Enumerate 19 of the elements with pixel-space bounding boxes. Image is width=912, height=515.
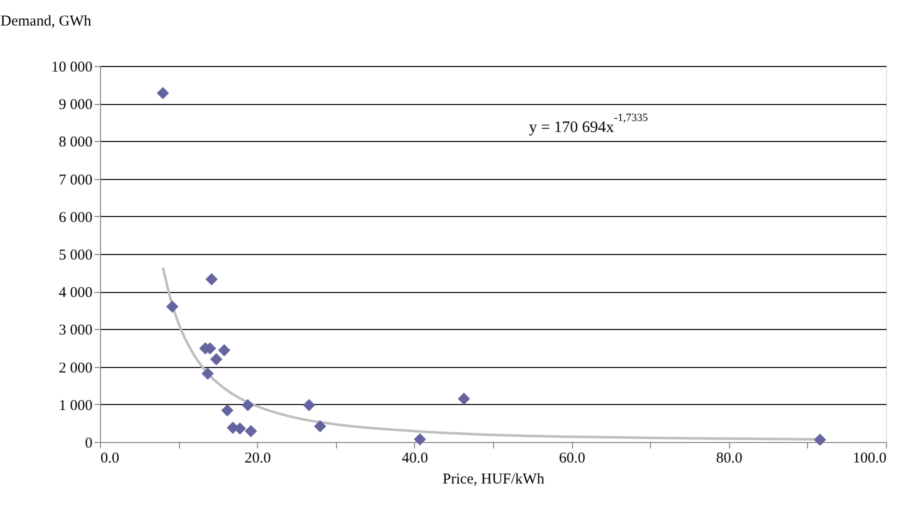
x-tick-label: 0.0 <box>100 450 120 466</box>
y-tick-label: 10 000 <box>51 60 92 76</box>
x-tick-label: 40.0 <box>402 450 428 466</box>
y-tick-label: 0 <box>85 436 92 452</box>
x-tick-label: 20.0 <box>244 450 271 466</box>
y-tick-label: 5 000 <box>58 248 92 264</box>
y-tick-label: 8 000 <box>58 134 92 151</box>
x-axis-title: Price, HUF/kWh <box>442 472 545 488</box>
y-tick-label: 1 000 <box>58 398 92 414</box>
y-tick-label: 3 000 <box>58 322 92 339</box>
y-tick-label: 6 000 <box>58 210 92 226</box>
y-tick-label: 9 000 <box>58 97 92 114</box>
y-tick-label: 2 000 <box>58 360 92 376</box>
y-axis-title: Demand, GWh <box>0 14 92 30</box>
y-tick-label: 4 000 <box>58 285 92 302</box>
y-tick-label: 7 000 <box>58 172 92 188</box>
x-tick-label: 60.0 <box>558 450 586 466</box>
x-tick-label: 80.0 <box>716 450 742 466</box>
x-tick-label: 100.0 <box>852 450 886 466</box>
